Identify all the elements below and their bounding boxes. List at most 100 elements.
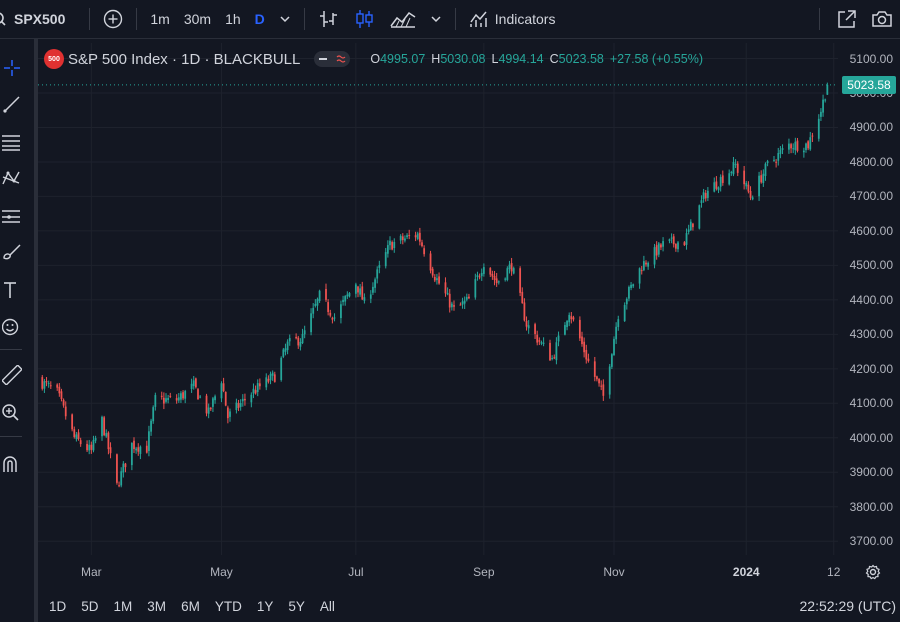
bars-icon — [319, 11, 337, 27]
candle — [820, 108, 822, 121]
interval-1h-button[interactable]: 1h — [225, 11, 241, 27]
candle — [41, 375, 44, 391]
price-axis[interactable]: 5100.005000.004900.004800.004700.004600.… — [838, 43, 900, 555]
candle — [683, 241, 686, 246]
candle — [92, 435, 95, 453]
candle — [414, 231, 417, 242]
candles-style-button[interactable] — [347, 0, 383, 38]
candle — [493, 270, 496, 286]
candle — [148, 425, 150, 457]
fullscreen-button[interactable] — [830, 0, 864, 38]
candle — [43, 378, 46, 393]
candle — [333, 313, 336, 322]
compare-symbol-button[interactable] — [96, 0, 130, 38]
range-5d-button[interactable]: 5D — [81, 598, 99, 614]
candle — [71, 413, 74, 432]
candle — [640, 265, 643, 275]
brush-tool-button[interactable] — [0, 239, 24, 265]
candle — [578, 316, 581, 342]
candle — [704, 189, 707, 202]
time-axis[interactable]: Mar May Jul Sep Nov 2024 12 — [38, 558, 841, 586]
zoom-in-tool-button[interactable] — [0, 400, 24, 426]
candle — [766, 159, 769, 167]
candle — [250, 392, 253, 408]
range-ytd-button[interactable]: YTD — [214, 598, 242, 614]
candle — [288, 334, 291, 346]
interval-dropdown-button[interactable] — [272, 0, 298, 38]
text-tool-button[interactable] — [0, 277, 24, 303]
candle — [822, 94, 824, 117]
range-5y-button[interactable]: 5Y — [288, 598, 305, 614]
candle — [64, 401, 67, 420]
candle — [212, 396, 214, 413]
candle — [284, 343, 287, 356]
candle — [192, 375, 195, 390]
candle — [602, 379, 605, 401]
y-tick-label: 4500.00 — [849, 258, 893, 273]
symbol-search[interactable]: SPX500 — [0, 0, 75, 38]
chart-style-dropdown[interactable] — [423, 0, 449, 38]
trend-line-tool-button[interactable] — [0, 91, 24, 117]
candle — [542, 337, 545, 347]
candle — [600, 380, 603, 391]
legend-toggle-button[interactable] — [314, 51, 351, 67]
area-chart-icon — [390, 11, 416, 28]
candle — [190, 378, 193, 393]
magnet-tool-button[interactable] — [0, 451, 24, 477]
x-tick-label: Sep — [473, 565, 495, 579]
chart-settings-button[interactable] — [862, 562, 884, 582]
candle — [687, 224, 690, 235]
interval-1m-button[interactable]: 1m — [150, 11, 170, 27]
candle — [527, 320, 530, 334]
candle — [401, 233, 404, 245]
range-1d-button[interactable]: 1D — [49, 598, 67, 614]
candle — [657, 241, 660, 258]
forecast-tool-button[interactable] — [0, 203, 24, 229]
screenshot-button[interactable] — [864, 0, 900, 38]
candle — [399, 234, 402, 244]
candle — [796, 137, 799, 153]
candle — [408, 229, 411, 240]
candle — [62, 398, 65, 408]
candle — [145, 440, 148, 454]
utc-clock[interactable]: 22:52:29 (UTC) — [799, 598, 896, 614]
range-6m-button[interactable]: 6M — [181, 598, 200, 614]
candle — [194, 377, 197, 389]
candle — [461, 297, 464, 309]
pattern-tool-button[interactable] — [0, 166, 24, 192]
top-toolbar: SPX500 1m 30m 1h D Indicators — [0, 0, 900, 39]
candle — [256, 379, 259, 397]
crosshair-tool-button[interactable] — [0, 55, 24, 81]
candle — [448, 289, 451, 313]
candle — [438, 272, 440, 285]
range-1m-button[interactable]: 1M — [113, 598, 133, 614]
chart-grid — [38, 43, 838, 555]
indicators-button[interactable]: Indicators — [462, 0, 563, 38]
area-style-button[interactable] — [383, 0, 423, 38]
candle — [318, 289, 321, 303]
candle — [491, 270, 494, 280]
fib-tool-button[interactable] — [0, 129, 24, 155]
candle — [625, 297, 628, 310]
range-all-button[interactable]: All — [319, 598, 335, 614]
candle — [596, 375, 598, 382]
interval-30m-button[interactable]: 30m — [183, 11, 212, 27]
x-tick-label: May — [210, 565, 233, 579]
candle — [645, 260, 647, 267]
emoji-tool-button[interactable] — [0, 314, 24, 340]
interval-d-button[interactable]: D — [254, 11, 265, 27]
y-tick-label: 4900.00 — [849, 120, 893, 135]
candle — [482, 263, 485, 277]
x-tick-label: 12 — [827, 565, 841, 579]
ruler-tool-button[interactable] — [0, 362, 24, 388]
price-chart[interactable] — [38, 43, 838, 555]
range-1y-button[interactable]: 1Y — [256, 598, 274, 614]
chart-legend[interactable]: 500 S&P 500 Index · 1D · BLACKBULL O4995… — [44, 48, 709, 70]
candle — [781, 144, 784, 155]
candle — [805, 142, 807, 153]
expand-icon — [838, 10, 856, 28]
candle — [632, 283, 635, 289]
bars-style-button[interactable] — [311, 0, 347, 38]
last-price-label: 5023.58 — [842, 75, 896, 94]
range-3m-button[interactable]: 3M — [147, 598, 167, 614]
